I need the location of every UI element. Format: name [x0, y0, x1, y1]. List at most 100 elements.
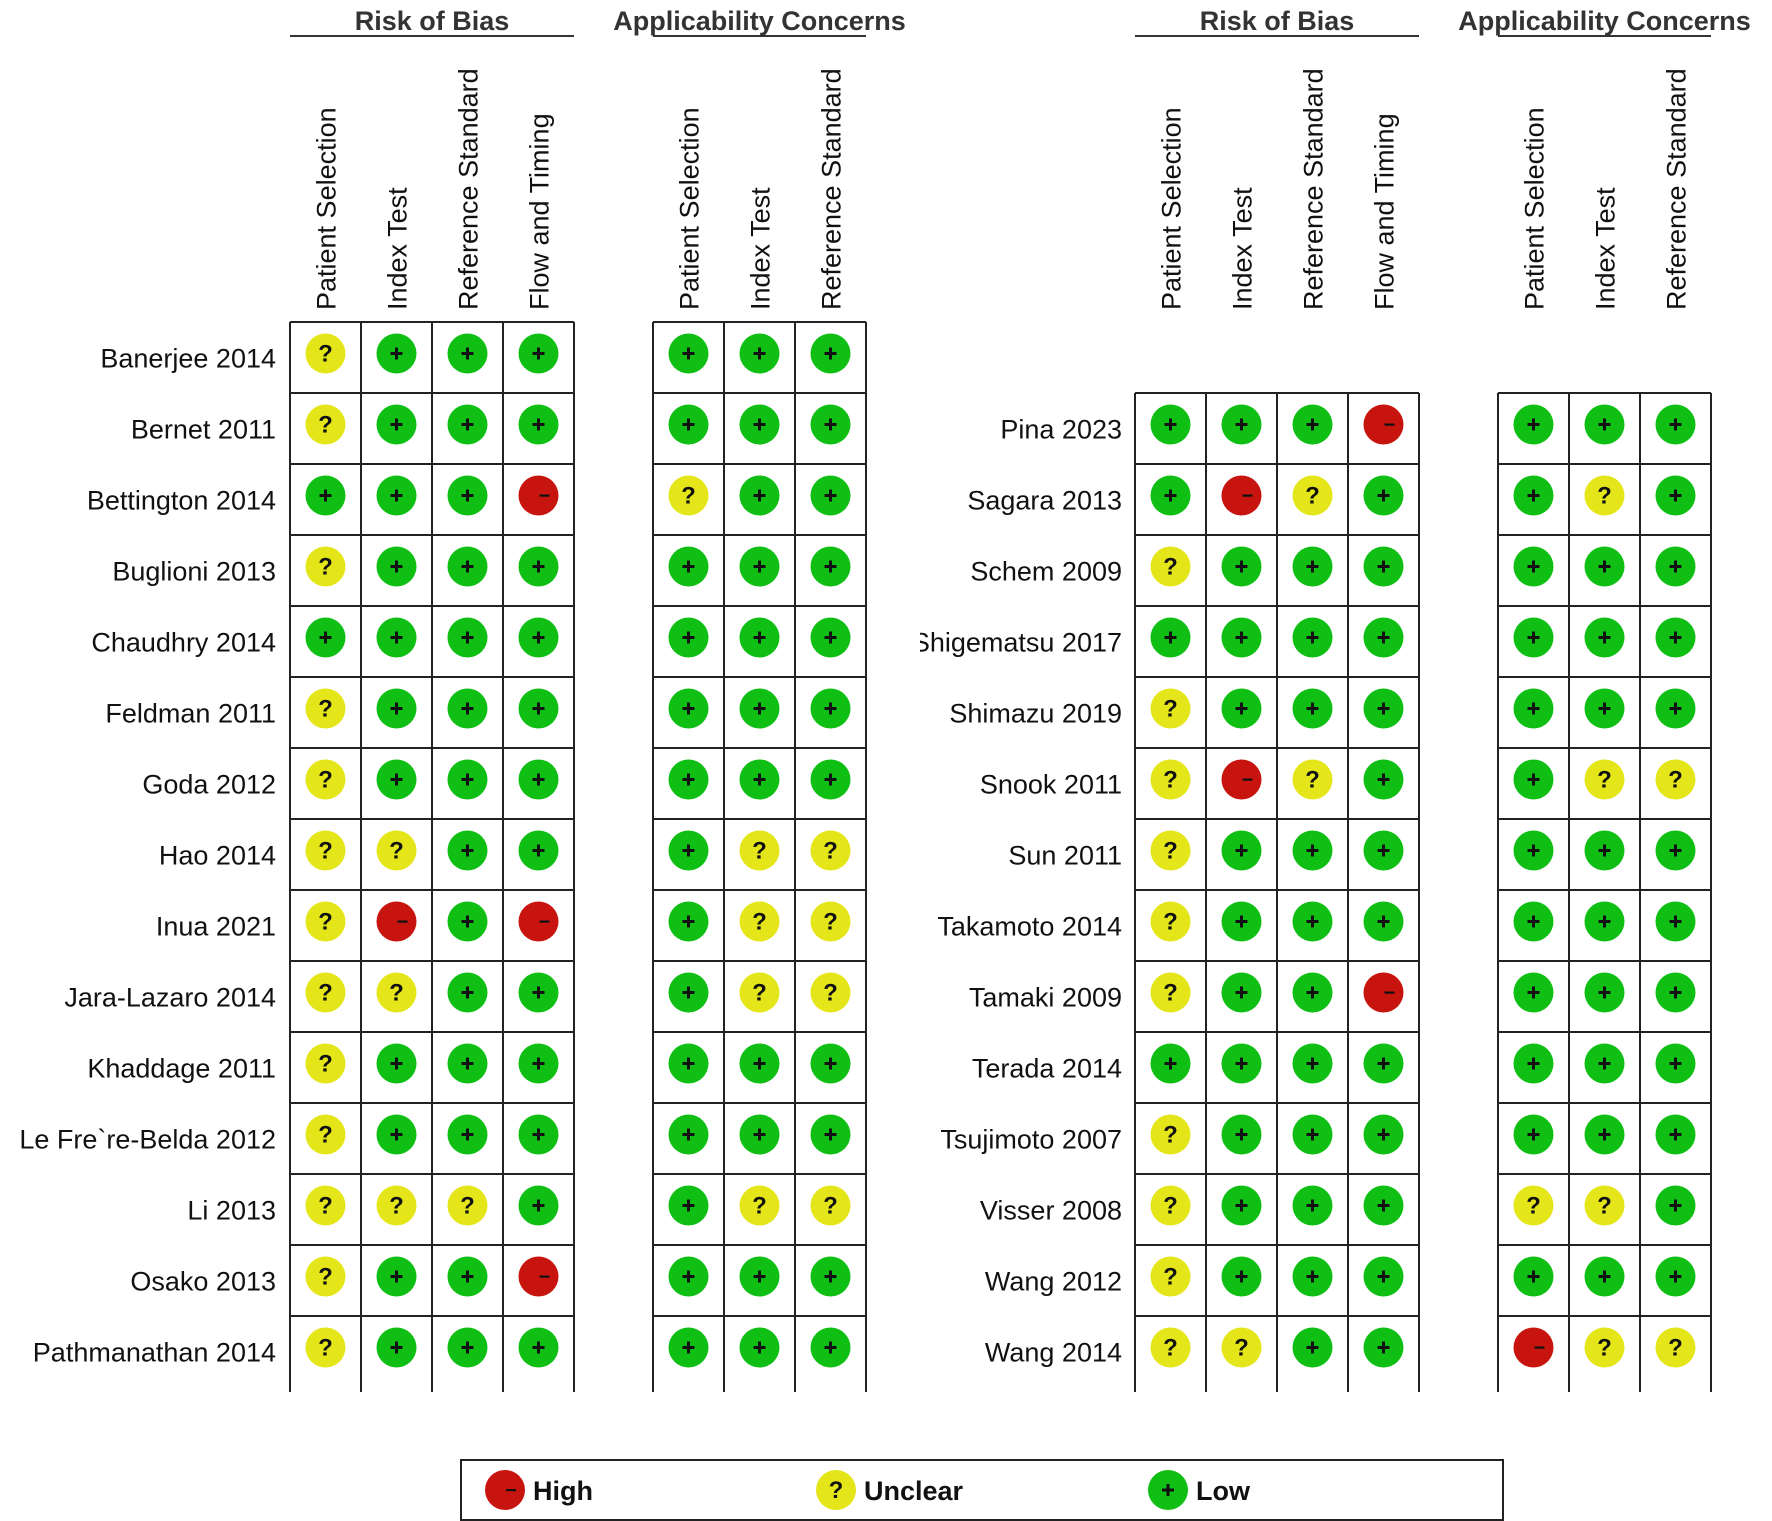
cell-high-dot [518, 901, 559, 942]
cell-question-mark: ? [752, 1193, 767, 1220]
cell-question-mark: ? [318, 980, 333, 1007]
cell-plus-v [1240, 1199, 1243, 1212]
cell-plus-v [466, 702, 469, 715]
study-row-snook-2011: ???? [1150, 759, 1696, 800]
cell-minus [397, 920, 408, 923]
cell-plus-v [1311, 1341, 1314, 1354]
cell-plus-v [466, 1128, 469, 1141]
cell-unclear-dot [1292, 475, 1333, 516]
cell-plus-v [1674, 844, 1677, 857]
cell-high-dot [1221, 475, 1262, 516]
cell-question-mark: ? [460, 1193, 475, 1220]
cell-high-dot [1363, 404, 1404, 445]
cell-question-mark: ? [1597, 767, 1612, 794]
cell-plus-v [1311, 418, 1314, 431]
cell-plus-v [829, 1341, 832, 1354]
study-label: Khaddage 2011 [87, 1054, 276, 1084]
study-label: Tamaki 2009 [969, 983, 1122, 1013]
study-label: Sun 2011 [1008, 841, 1122, 871]
cell-plus-v [1532, 844, 1535, 857]
cell-unclear-dot [810, 972, 851, 1013]
study-label: Bernet 2011 [131, 415, 276, 445]
cell-plus-v [1169, 418, 1172, 431]
cell-question-mark: ? [389, 980, 404, 1007]
cell-unclear-dot [305, 1327, 346, 1368]
cell-plus-v [1169, 489, 1172, 502]
cell-plus-v [1532, 418, 1535, 431]
study-row-pina-2023 [1150, 404, 1696, 445]
cell-unclear-dot [376, 1185, 417, 1226]
study-label: Osako 2013 [130, 1267, 276, 1297]
cell-plus-v [1674, 1128, 1677, 1141]
cell-plus-v [1240, 986, 1243, 999]
study-row-bettington-2014: ? [305, 475, 851, 516]
cell-plus-v [1311, 844, 1314, 857]
cell-unclear-dot [305, 1256, 346, 1297]
cell-plus-v [1311, 702, 1314, 715]
cell-question-mark: ? [1163, 767, 1178, 794]
cell-plus-v [758, 631, 761, 644]
cell-plus-v [687, 418, 690, 431]
cell-plus-v [537, 631, 540, 644]
cell-plus-v [1674, 489, 1677, 502]
legend: High? Unclear Low [460, 1459, 1504, 1521]
cell-plus-v [758, 702, 761, 715]
cell-plus-v [1603, 702, 1606, 715]
cell-plus-v [1311, 986, 1314, 999]
cell-plus-v [1382, 631, 1385, 644]
cell-plus-v [758, 1270, 761, 1283]
cell-plus-v [1532, 489, 1535, 502]
cell-question-mark: ? [1163, 1335, 1178, 1362]
cell-plus-v [687, 1270, 690, 1283]
cell-plus-v [1311, 631, 1314, 644]
study-label: Shimazu 2019 [949, 699, 1122, 729]
cell-question-mark: ? [1597, 1193, 1612, 1220]
cell-plus-v [1240, 418, 1243, 431]
cell-plus-v [1532, 631, 1535, 644]
cell-plus-v [1674, 702, 1677, 715]
cell-unclear-dot [1584, 475, 1625, 516]
cell-minus [1242, 494, 1253, 497]
study-row-bernet-2011: ? [305, 404, 851, 445]
cell-plus-v [1603, 631, 1606, 644]
cell-unclear-dot [1221, 1327, 1262, 1368]
cell-question-mark: ? [1597, 1335, 1612, 1362]
cell-high-dot [376, 901, 417, 942]
cell-unclear-dot [810, 830, 851, 871]
cell-plus-v [687, 347, 690, 360]
cell-plus-v [1382, 1128, 1385, 1141]
cell-plus-v [687, 773, 690, 786]
study-row-chaudhry-2014 [305, 617, 851, 658]
cell-minus [1242, 778, 1253, 781]
cell-plus-v [687, 1057, 690, 1070]
cell-plus-v [395, 1128, 398, 1141]
cell-question-mark: ? [752, 980, 767, 1007]
cell-unclear-dot [305, 333, 346, 374]
study-row-khaddage-2011: ? [305, 1043, 851, 1084]
legend-question-mark: ? [829, 1477, 844, 1504]
panel-1-group-risk-of-bias: Risk of Bias Patient Selection Index Test R… [289, 6, 575, 1392]
cell-question-mark: ? [681, 483, 696, 510]
cell-plus-v [1532, 915, 1535, 928]
cell-plus-v [1382, 1270, 1385, 1283]
cell-plus-v [537, 702, 540, 715]
cell-plus-v [758, 418, 761, 431]
cell-unclear-dot [1655, 759, 1696, 800]
cell-plus-v [466, 560, 469, 573]
study-row-osako-2013: ? [305, 1256, 851, 1297]
cell-plus-v [1674, 1270, 1677, 1283]
study-label: Wang 2014 [985, 1338, 1122, 1368]
cell-plus-v [1382, 1057, 1385, 1070]
cell-unclear-dot [305, 1185, 346, 1226]
cell-plus-v [466, 773, 469, 786]
cell-plus-v [687, 631, 690, 644]
cell-plus-v [687, 1128, 690, 1141]
cell-question-mark: ? [1305, 767, 1320, 794]
study-row-banerjee-2014: ? [305, 333, 851, 374]
cell-question-mark: ? [1305, 483, 1320, 510]
domain-header-patient-selection: Patient Selection [1157, 107, 1187, 310]
study-label: Wang 2012 [985, 1267, 1122, 1297]
cell-unclear-dot [1513, 1185, 1554, 1226]
study-row-pathmanathan-2014: ? [305, 1327, 851, 1368]
cell-plus-v [1382, 915, 1385, 928]
